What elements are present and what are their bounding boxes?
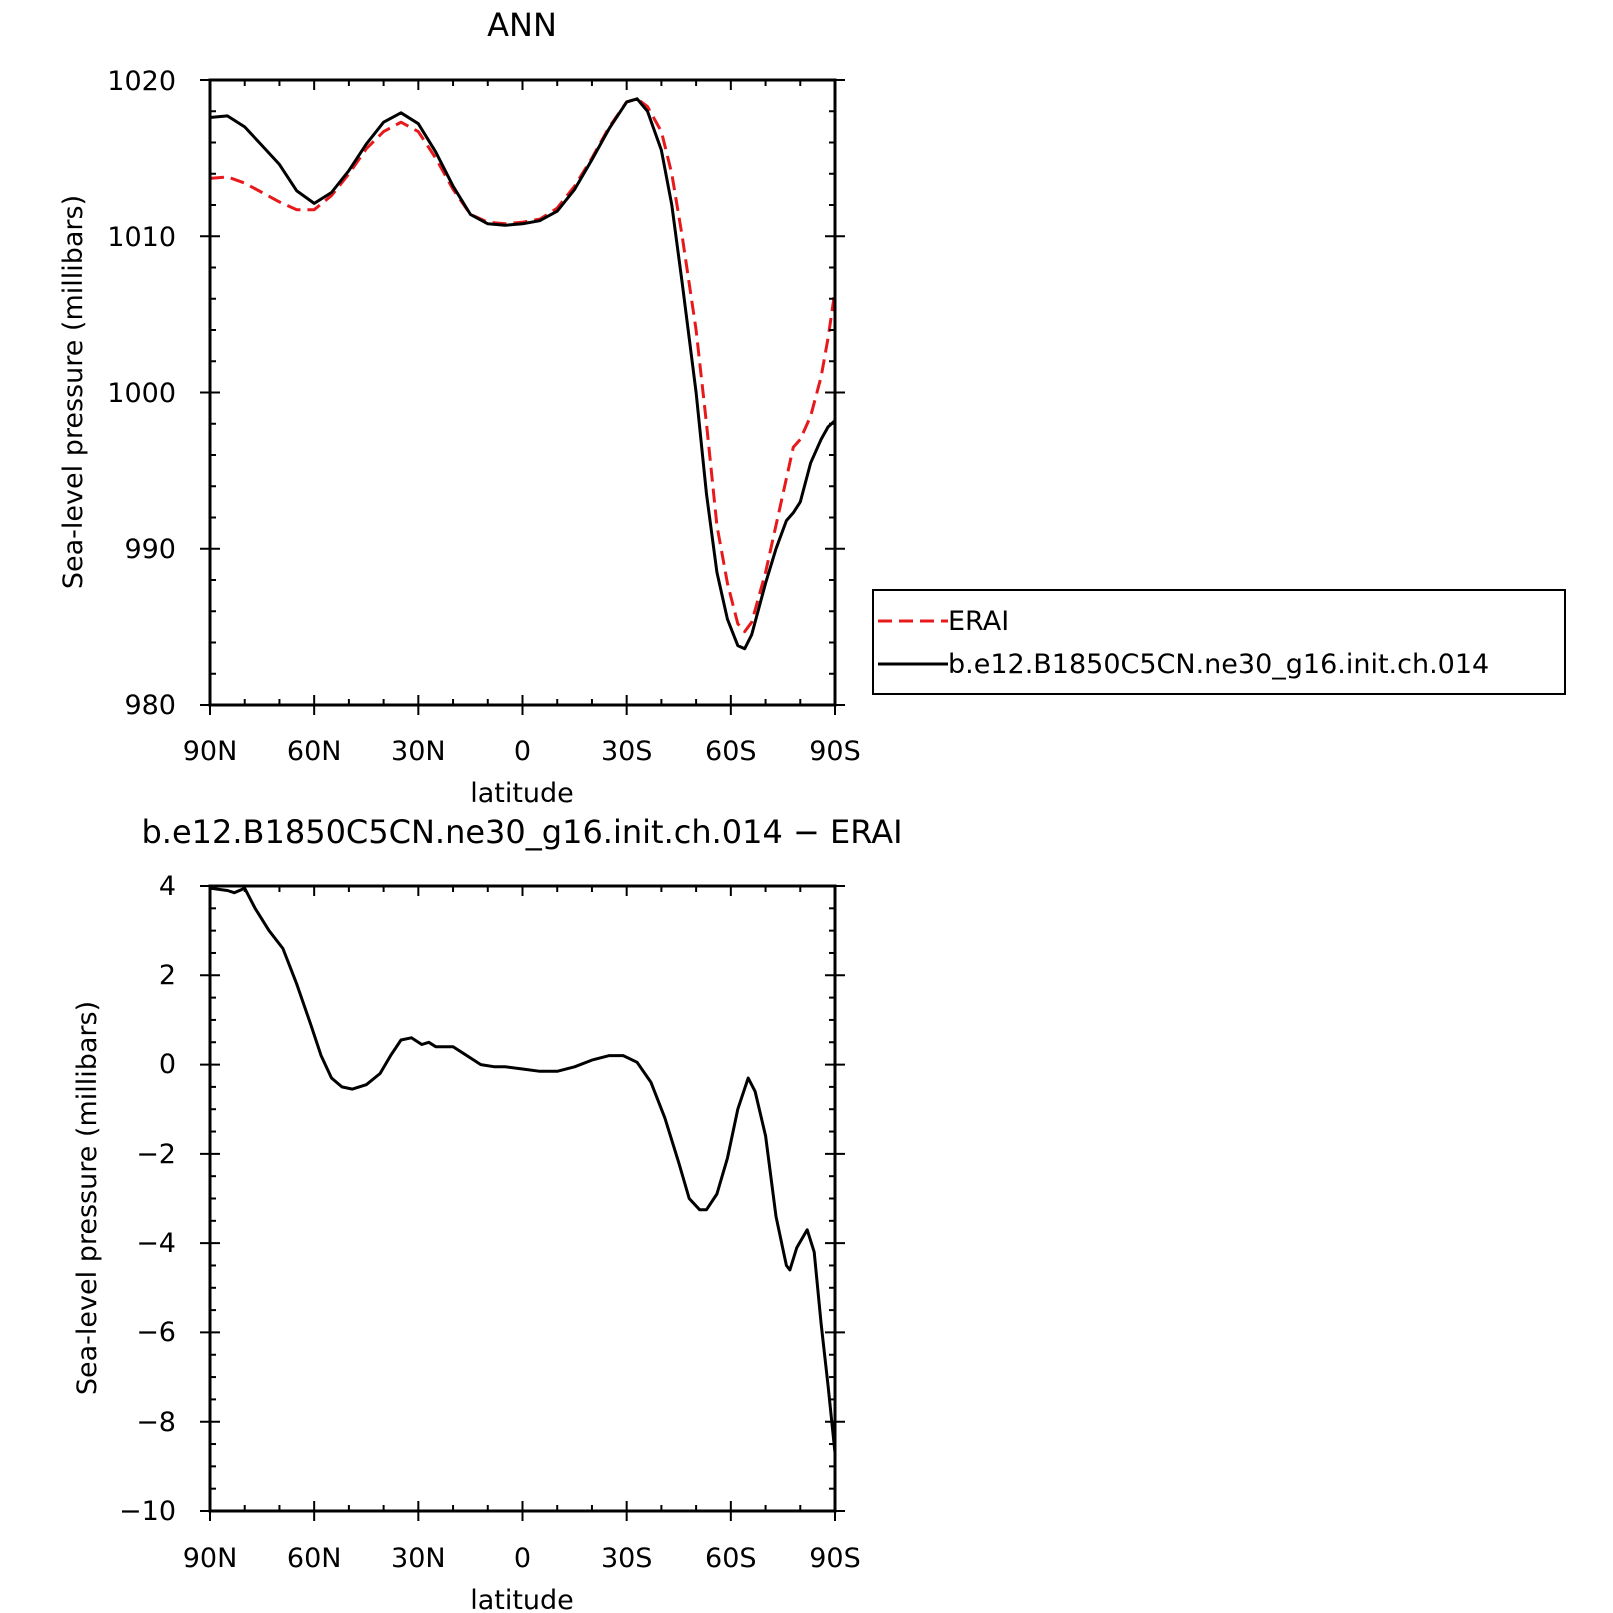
bottom-y-tick-labels: −10 −8 −6 −4 −2 0 2 4 [119, 871, 176, 1527]
top-y-tick-label: 980 [124, 690, 176, 721]
top-x-tick-label: 60S [705, 736, 757, 767]
bottom-y-tick-label: −10 [119, 1496, 176, 1527]
bottom-x-tick-label: 30N [391, 1543, 446, 1574]
top-plot-ticks [200, 79, 845, 715]
bottom-y-tick-label: −4 [136, 1228, 176, 1259]
bottom-x-tick-label: 90S [809, 1543, 861, 1574]
top-y-tick-labels: 980 990 1000 1010 1020 [107, 66, 176, 721]
top-x-axis-title: latitude [470, 778, 574, 809]
bottom-plot-title: b.e12.B1850C5CN.ne30_g16.init.ch.014 − E… [141, 813, 902, 851]
top-series-line-model [209, 97, 837, 651]
bottom-plot: b.e12.B1850C5CN.ne30_g16.init.ch.014 − E… [72, 813, 903, 1613]
top-x-tick-label: 90N [183, 736, 238, 767]
legend-label-erai: ERAI [948, 606, 1009, 637]
top-plot-title: ANN [487, 6, 557, 44]
bottom-x-tick-label: 60S [705, 1543, 757, 1574]
bottom-plot-ticks [200, 885, 845, 1521]
top-series-line-erai [209, 97, 837, 634]
top-y-tick-label: 1020 [107, 66, 176, 97]
top-x-tick-label: 30S [601, 736, 653, 767]
bottom-plot-frame [208, 884, 837, 1513]
bottom-y-tick-label: −6 [136, 1317, 176, 1348]
top-plot-frame [208, 78, 837, 707]
top-plot: ANN 90N 60N 30N 0 30S 60S 90S 980 990 10… [58, 6, 1566, 809]
bottom-x-tick-label: 60N [287, 1543, 342, 1574]
legend: ERAI b.e12.B1850C5CN.ne30_g16.init.ch.01… [872, 589, 1566, 695]
top-y-tick-label: 1010 [107, 222, 176, 253]
top-y-tick-label: 1000 [107, 378, 176, 409]
bottom-x-tick-label: 90N [183, 1543, 238, 1574]
top-x-tick-label: 90S [809, 736, 861, 767]
bottom-y-axis-title: Sea-level pressure (millibars) [72, 1001, 103, 1395]
top-x-tick-labels: 90N 60N 30N 0 30S 60S 90S [183, 736, 861, 767]
top-y-axis-title: Sea-level pressure (millibars) [58, 195, 89, 589]
bottom-y-tick-label: −2 [136, 1139, 176, 1170]
bottom-y-tick-label: 2 [159, 960, 176, 991]
bottom-y-tick-label: 4 [159, 871, 176, 902]
bottom-plot-data [209, 886, 837, 1454]
bottom-x-axis-title: latitude [470, 1585, 574, 1613]
top-y-tick-label: 990 [124, 534, 176, 565]
bottom-x-tick-labels: 90N 60N 30N 0 30S 60S 90S [183, 1543, 861, 1574]
bottom-x-tick-label: 0 [514, 1543, 531, 1574]
bottom-series-line-difference [209, 886, 837, 1454]
bottom-x-tick-label: 30S [601, 1543, 653, 1574]
top-plot-data [209, 97, 837, 651]
top-x-tick-label: 0 [514, 736, 531, 767]
top-x-tick-label: 30N [391, 736, 446, 767]
legend-box [872, 589, 1566, 695]
bottom-y-tick-label: −8 [136, 1407, 176, 1438]
bottom-y-tick-label: 0 [159, 1049, 176, 1080]
legend-label-model: b.e12.B1850C5CN.ne30_g16.init.ch.014 [948, 649, 1489, 680]
top-x-tick-label: 60N [287, 736, 342, 767]
